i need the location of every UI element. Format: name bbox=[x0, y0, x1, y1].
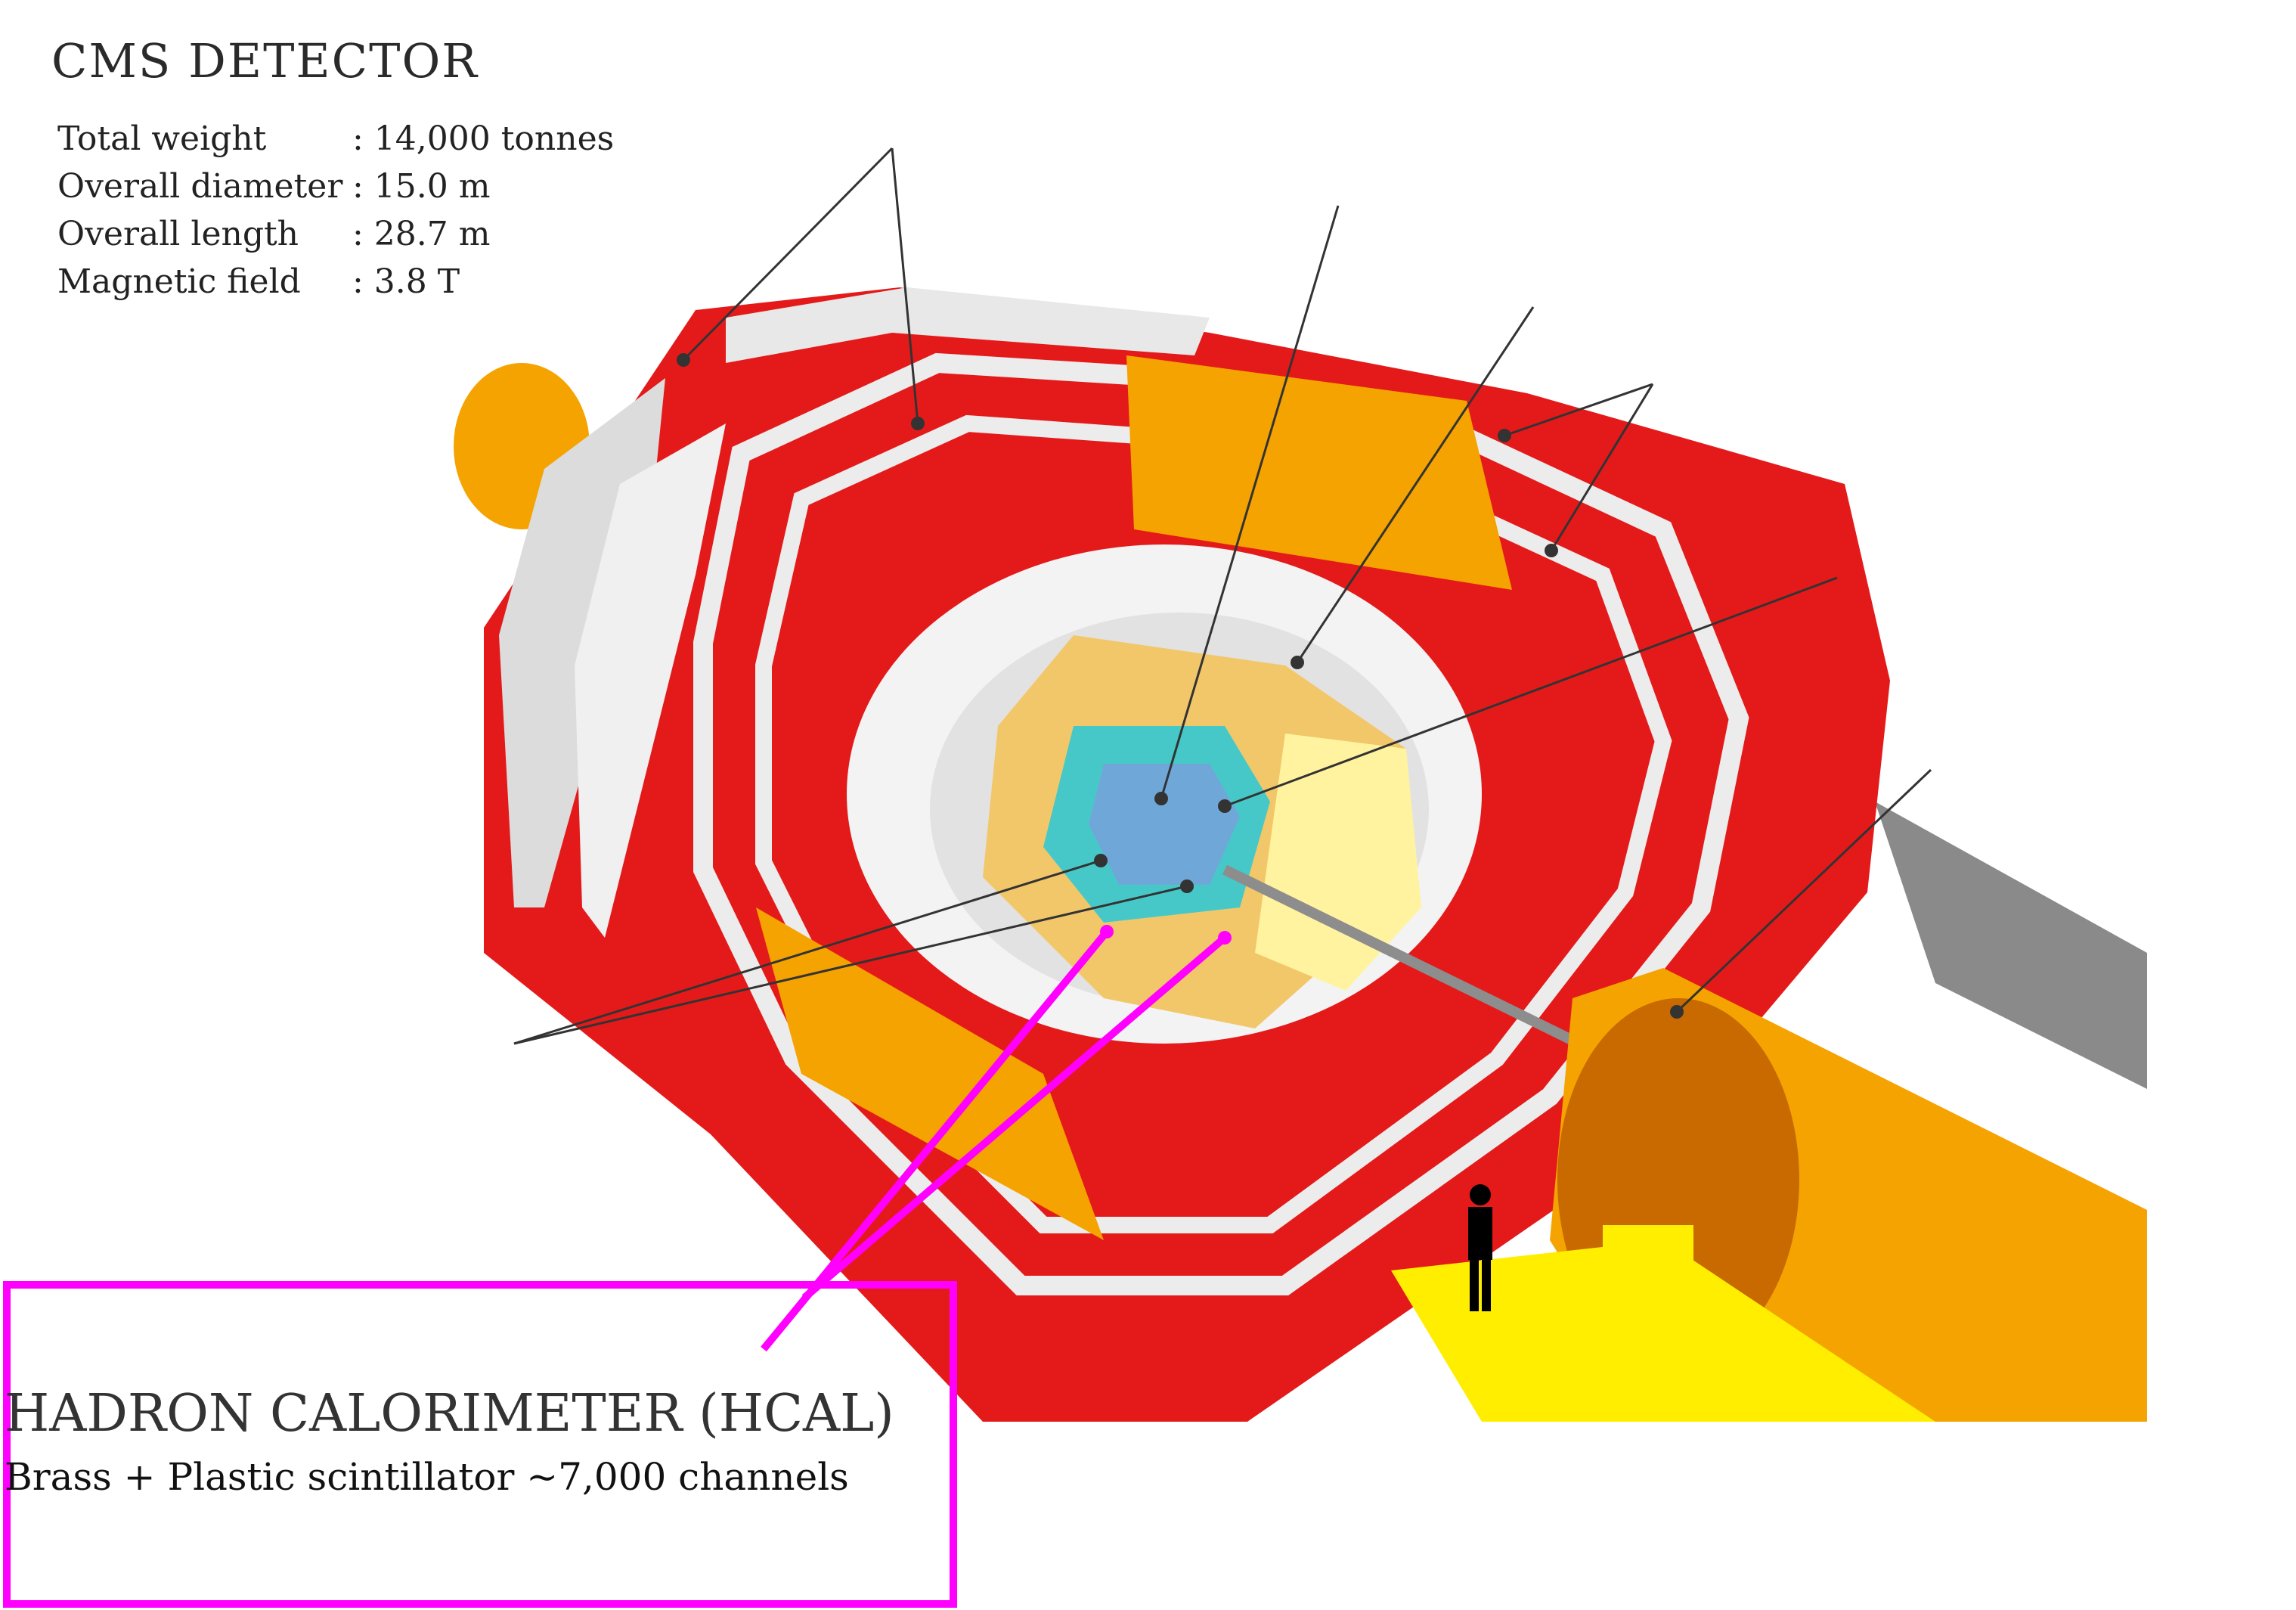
spec-row: Magnetic field : 3.8 T bbox=[57, 258, 614, 306]
spec-value: : 15.0 m bbox=[352, 167, 491, 206]
spec-label: Overall diameter bbox=[57, 167, 343, 206]
person-silhouette bbox=[1468, 1184, 1492, 1311]
hcal-callout-subtitle: Brass + Plastic scintillator ~7,000 chan… bbox=[5, 1455, 849, 1499]
page-title: CMS DETECTOR bbox=[51, 33, 479, 88]
spec-value: : 28.7 m bbox=[352, 215, 491, 253]
spec-value: : 3.8 T bbox=[352, 262, 460, 301]
hcal-callout-dots bbox=[1100, 925, 1232, 945]
beam-pipe bbox=[1222, 864, 1628, 1072]
spec-label: Total weight bbox=[57, 119, 267, 158]
spec-value: : 14,000 tonnes bbox=[352, 119, 615, 158]
hcal-callout-box bbox=[3, 1281, 957, 1608]
muon-modules-top bbox=[1126, 355, 1512, 590]
support-pillar bbox=[1603, 1225, 1693, 1422]
tracker bbox=[1089, 764, 1240, 885]
spec-row: Total weight : 14,000 tonnes bbox=[57, 115, 614, 163]
spec-list: Total weight : 14,000 tonnes Overall dia… bbox=[57, 115, 614, 306]
muon-panel-top bbox=[726, 287, 1210, 363]
spec-label: Magnetic field bbox=[57, 262, 301, 301]
muon-modules-bottom bbox=[756, 907, 1104, 1240]
leader-lines bbox=[513, 147, 1932, 1045]
hcal-callout-title: HADRON CALORIMETER (HCAL) bbox=[5, 1384, 894, 1444]
spec-row: Overall length : 28.7 m bbox=[57, 210, 614, 258]
spec-row: Overall diameter : 15.0 m bbox=[57, 163, 614, 210]
spec-label: Overall length bbox=[57, 215, 299, 253]
hcal-callout-lines bbox=[761, 929, 1228, 1352]
muon-panel-left-inner bbox=[575, 423, 726, 938]
ground-shadow bbox=[1875, 802, 2147, 1089]
leader-dots bbox=[677, 353, 1684, 1019]
hcal-endcap bbox=[1255, 734, 1421, 991]
